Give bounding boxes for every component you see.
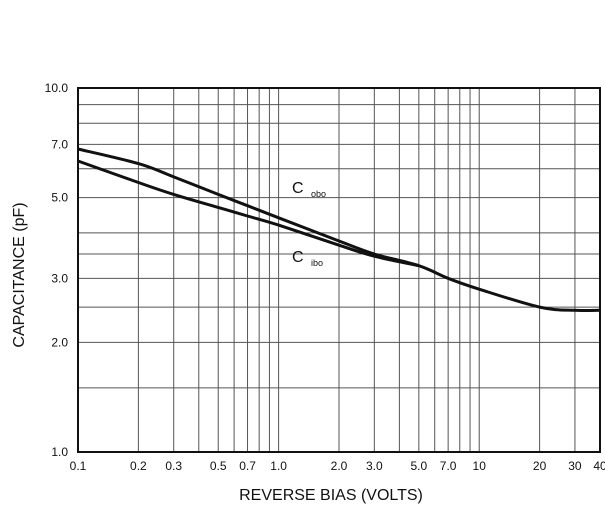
- x-tick-label: 30: [568, 459, 582, 473]
- y-tick-label: 7.0: [51, 137, 68, 151]
- x-tick-label: 0.1: [70, 459, 87, 473]
- y-tick-label: 10.0: [45, 81, 69, 95]
- series-label-c-ibo-sub: ibo: [311, 258, 323, 268]
- y-tick-label: 2.0: [51, 335, 68, 349]
- x-tick-label: 0.2: [130, 459, 147, 473]
- x-tick-label: 10: [473, 459, 487, 473]
- x-tick-label: 2.0: [331, 459, 348, 473]
- y-tick-label: 5.0: [51, 191, 68, 205]
- x-tick-label: 7.0: [440, 459, 457, 473]
- series-line-ibo: [77, 159, 420, 268]
- y-tick-label: 1.0: [51, 445, 68, 459]
- x-tick-label: 5.0: [410, 459, 427, 473]
- y-axis-label: CAPACITANCE (pF): [11, 202, 28, 347]
- series-label-c-obo: C obo: [292, 180, 326, 199]
- x-tick-label: 0.3: [165, 459, 182, 473]
- x-axis-label: REVERSE BIAS (VOLTS): [239, 487, 423, 504]
- x-tick-labels: 0.1 0.2 0.3 0.5 0.7 1.0 2.0 3.0 5.0 7.0 10 20 30 40: [70, 459, 605, 473]
- x-tick-label: 20: [533, 459, 547, 473]
- series-label-c-obo-sub: obo: [311, 189, 326, 199]
- series-group: [77, 147, 601, 313]
- y-tick-label: 3.0: [51, 271, 68, 285]
- x-tick-label: 0.7: [239, 459, 256, 473]
- x-tick-label: 3.0: [366, 459, 383, 473]
- series-label-c-obo-main: C: [292, 180, 304, 197]
- series-label-c-ibo-main: C: [292, 249, 304, 266]
- series-line-obo: [77, 147, 601, 313]
- y-tick-labels: 1.0 2.0 3.0 5.0 7.0 10.0: [45, 81, 69, 459]
- series-label-c-ibo: C ibo: [292, 249, 323, 268]
- x-tick-label: 0.5: [210, 459, 227, 473]
- plot-frame: [77, 87, 601, 453]
- x-tick-label: 1.0: [270, 459, 287, 473]
- x-tick-label: 40: [593, 459, 605, 473]
